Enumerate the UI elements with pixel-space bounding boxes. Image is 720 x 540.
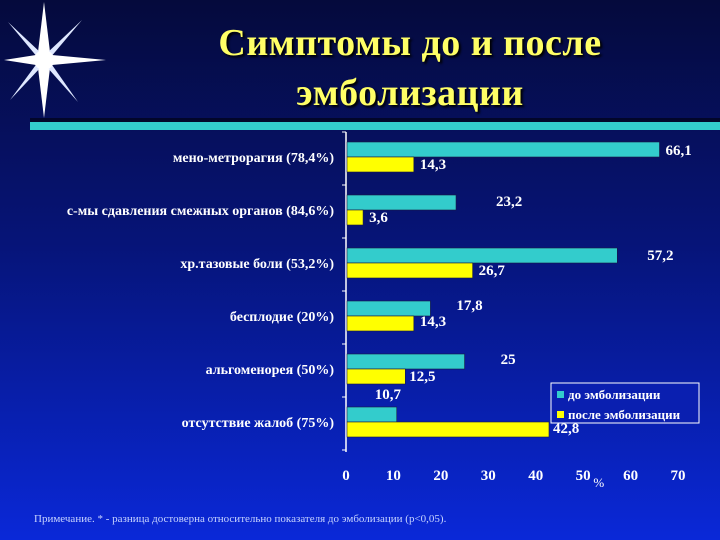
category-label: отсутствие жалоб (75%) <box>182 416 335 431</box>
star-burst-icon <box>4 2 106 118</box>
bar-after <box>346 262 473 279</box>
data-label: 14,3 <box>420 157 446 173</box>
footnote: Примечание. * - разница достоверна относ… <box>34 513 447 525</box>
data-label: 66,1 <box>666 143 692 159</box>
data-label: 25 <box>501 352 516 368</box>
legend-label: после эмболизации <box>568 407 681 422</box>
data-label: 12,5 <box>409 369 435 385</box>
data-label: 23,2 <box>496 194 522 210</box>
bar-after <box>346 368 406 385</box>
bar-before <box>346 141 660 158</box>
x-tick-label: 30 <box>481 468 496 484</box>
data-label: 57,2 <box>647 248 673 264</box>
category-label: мено-метрорагия (78,4%) <box>173 151 335 166</box>
bar-before <box>346 247 618 264</box>
x-tick-label: 40 <box>528 468 543 484</box>
legend-swatch <box>557 391 564 398</box>
data-label: 26,7 <box>479 263 506 279</box>
legend-box <box>550 382 700 424</box>
x-axis-label: % <box>593 475 604 490</box>
category-label: бесплодие (20%) <box>230 310 334 325</box>
category-label: альгоменорея (50%) <box>206 363 335 378</box>
bar-after <box>346 209 364 226</box>
x-tick-label: 20 <box>433 468 448 484</box>
title-divider <box>0 118 720 132</box>
x-tick-label: 50 <box>576 468 591 484</box>
title-line-1: Симптомы до и после <box>218 22 602 64</box>
x-tick-label: 70 <box>671 468 686 484</box>
bar-after <box>346 421 550 438</box>
legend-label: до эмболизации <box>568 387 661 402</box>
x-tick-label: 0 <box>342 468 350 484</box>
bar-before <box>346 194 457 211</box>
data-label: 42,8 <box>553 421 579 437</box>
bar-after <box>346 315 415 332</box>
title-line-2: эмболизации <box>296 72 524 114</box>
legend-swatch <box>557 411 564 418</box>
data-label: 10,7 <box>375 387 402 403</box>
bar-before <box>346 406 398 423</box>
x-tick-label: 60 <box>623 468 638 484</box>
bar-after <box>346 156 415 173</box>
category-label: хр.тазовые боли (53,2%) <box>180 257 334 272</box>
slide-title: Симптомы до и после эмболизации <box>120 18 700 118</box>
bar-before <box>346 353 465 370</box>
bar-before <box>346 300 431 317</box>
data-label: 17,8 <box>456 298 482 314</box>
data-label: 14,3 <box>420 314 446 330</box>
category-label: с-мы сдавления смежных органов (84,6%) <box>67 204 334 219</box>
x-tick-label: 10 <box>386 468 401 484</box>
data-label: 3,6 <box>369 210 388 226</box>
